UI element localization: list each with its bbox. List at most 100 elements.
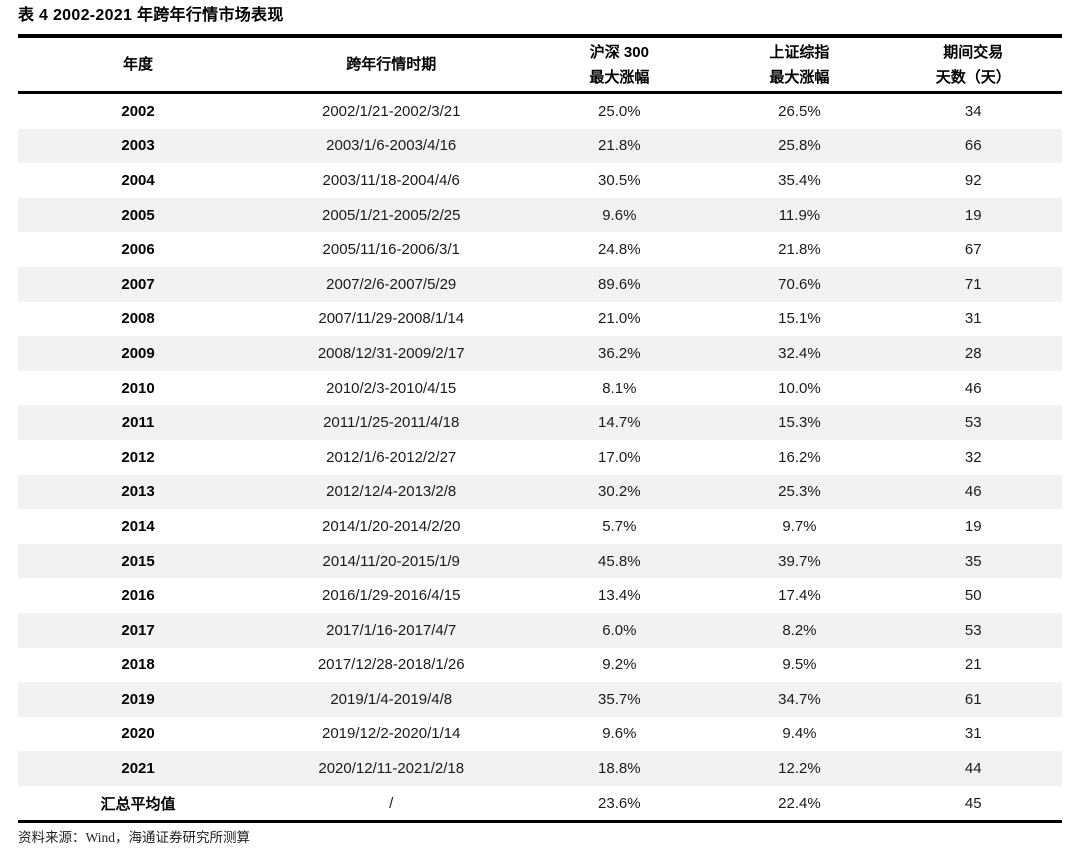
cell-sse-gain: 21.8% [778,241,821,259]
cell-year: 2021 [121,760,155,778]
cell-hs300-gain: 21.0% [598,310,641,328]
table-row: 2002 2002/1/21-2002/3/21 25.0% 26.5% 34 [18,93,1062,129]
cell-sse-gain: 25.3% [778,483,821,501]
cell-year: 2017 [121,621,155,639]
cell-sse-gain: 34.7% [778,690,821,708]
cell-year: 2002 [121,102,155,120]
cell-sse-gain: 70.6% [778,275,821,293]
cell-period: 2005/1/21-2005/2/25 [321,206,461,224]
table-row: 2019 2019/1/4-2019/4/8 35.7% 34.7% 61 [18,682,1062,717]
table-row: 2007 2007/2/6-2007/5/29 89.6% 70.6% 71 [18,266,1062,302]
cell-hs300-gain: 17.0% [598,448,641,466]
cell-year: 2013 [121,483,155,501]
cell-days: 61 [964,690,982,708]
cell-period: 2002/1/21-2002/3/21 [321,102,461,120]
cell-sse-gain: 12.2% [778,760,821,778]
cell-sse-gain: 9.4% [782,725,817,743]
table-row: 2009 2008/12/31-2009/2/17 36.2% 32.4% 28 [18,336,1062,371]
cell-days: 71 [964,275,982,293]
col-header-days: 期间交易 天数（天） [885,36,1063,93]
cell-days: 53 [964,414,982,432]
cell-days: 32 [964,448,982,466]
cell-days: 34 [964,102,982,120]
cell-hs300-gain: 5.7% [602,517,637,535]
cell-hs300-gain: 23.6% [598,794,641,812]
cell-sse-gain: 16.2% [778,448,821,466]
table-title: 表 4 2002-2021 年跨年行情市场表现 [18,7,284,24]
cell-days: 50 [964,587,982,605]
cell-period: 2020/12/11-2021/2/18 [318,760,465,778]
cell-hs300-gain: 13.4% [598,587,641,605]
col-header-year-line1: 年度 [123,56,154,73]
header-row: 年度 跨年行情时期 沪深 300 最大涨幅 上证综指 最大涨幅 期间交易 [18,36,1062,93]
table-row: 2018 2017/12/28-2018/1/26 9.2% 9.5% 21 [18,648,1062,683]
col-header-period-line1: 跨年行情时期 [346,56,437,73]
cell-sse-gain: 8.2% [782,621,817,639]
table-header: 年度 跨年行情时期 沪深 300 最大涨幅 上证综指 最大涨幅 期间交易 [18,36,1062,93]
cell-sse-gain: 9.5% [782,656,817,674]
cell-year: 2016 [121,587,155,605]
cell-period: 2007/2/6-2007/5/29 [326,275,457,293]
cell-year: 2003 [121,137,155,155]
col-header-year: 年度 [18,36,258,93]
cell-year: 2018 [121,656,155,674]
table-row: 2021 2020/12/11-2021/2/18 18.8% 12.2% 44 [18,751,1062,786]
cell-year: 2019 [121,690,155,708]
cell-sse-gain: 17.4% [778,587,821,605]
table-row: 2006 2005/11/16-2006/3/1 24.8% 21.8% 67 [18,232,1062,267]
cell-days: 31 [964,725,982,743]
cell-days: 31 [964,310,982,328]
cell-hs300-gain: 18.8% [598,760,641,778]
cell-hs300-gain: 9.2% [602,656,637,674]
table-row: 2013 2012/12/4-2013/2/8 30.2% 25.3% 46 [18,474,1062,510]
cell-sse-gain: 35.4% [778,171,821,189]
table-body: 2002 2002/1/21-2002/3/21 25.0% 26.5% 34 2003 2… [18,93,1062,822]
cell-days: 19 [964,206,982,224]
table-row: 2008 2007/11/29-2008/1/14 21.0% 15.1% 31 [18,302,1062,337]
table-row: 2014 2014/1/20-2014/2/20 5.7% 9.7% 19 [18,509,1062,544]
cell-hs300-gain: 9.6% [602,725,637,743]
cell-hs300-gain: 30.5% [598,171,641,189]
col-header-days-line1: 期间交易 [943,43,1004,61]
cell-hs300-gain: 6.0% [602,621,637,639]
cell-period: 2019/12/2-2020/1/14 [321,725,461,743]
cell-year: 2014 [121,517,155,535]
summary-row: 汇总平均值 / 23.6% 22.4% 45 [18,786,1062,822]
cell-year: 2006 [121,241,155,259]
cell-hs300-gain: 36.2% [598,344,641,362]
cell-year: 2010 [121,379,155,397]
cell-days: 53 [964,621,982,639]
cell-hs300-gain: 25.0% [598,102,641,120]
cell-hs300-gain: 89.6% [598,275,641,293]
table-row: 2011 2011/1/25-2011/4/18 14.7% 15.3% 53 [18,405,1062,440]
table-row: 2004 2003/11/18-2004/4/6 30.5% 35.4% 92 [18,163,1062,198]
cell-days: 92 [964,171,982,189]
col-header-sse-line2: 最大涨幅 [769,68,830,86]
table-row: 2016 2016/1/29-2016/4/15 13.4% 17.4% 50 [18,578,1062,613]
cell-days: 67 [964,241,982,259]
cell-days: 44 [964,760,982,778]
table-row: 2010 2010/2/3-2010/4/15 8.1% 10.0% 46 [18,371,1062,406]
cell-period: 2003/11/18-2004/4/6 [322,171,460,189]
cell-days: 66 [964,137,982,155]
col-header-days-line2: 天数（天） [935,68,1011,86]
cell-year: 2020 [121,725,155,743]
table-row: 2017 2017/1/16-2017/4/7 6.0% 8.2% 53 [18,612,1062,648]
cell-period: 2014/1/20-2014/2/20 [321,517,461,535]
cell-year: 2009 [121,344,155,362]
table-row: 2012 2012/1/6-2012/2/27 17.0% 16.2% 32 [18,440,1062,475]
market-performance-table: 年度 跨年行情时期 沪深 300 最大涨幅 上证综指 最大涨幅 期间交易 [18,34,1062,824]
cell-year: 2011 [121,414,155,432]
cell-period: 2010/2/3-2010/4/15 [326,379,457,397]
table-row: 2005 2005/1/21-2005/2/25 9.6% 11.9% 19 [18,197,1062,233]
cell-period: 2012/12/4-2013/2/8 [326,483,457,501]
cell-period: 2019/1/4-2019/4/8 [330,690,453,708]
cell-hs300-gain: 24.8% [598,241,641,259]
col-header-hs300-line1: 沪深 300 [589,43,649,61]
cell-sse-gain: 10.0% [778,379,821,397]
cell-sse-gain: 32.4% [778,344,821,362]
cell-days: 19 [964,517,982,535]
cell-sse-gain: 9.7% [782,517,817,535]
cell-period: 2011/1/25-2011/4/18 [323,414,460,432]
cell-year: 2005 [121,206,155,224]
